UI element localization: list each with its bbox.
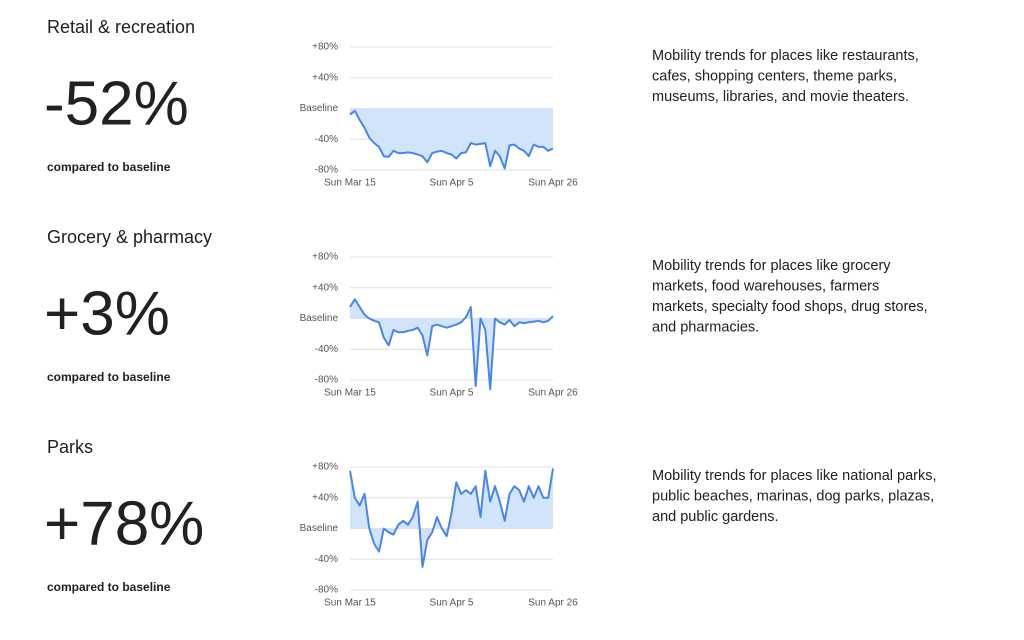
description: and pharmacies. [652, 319, 759, 335]
caption: compared to baseline [47, 580, 171, 594]
section-title: Parks [47, 437, 93, 457]
description: cafes, shopping centers, theme parks, [652, 68, 897, 84]
x-tick-label: Sun Mar 15 [324, 598, 376, 609]
x-tick-label: Sun Mar 15 [324, 388, 376, 399]
x-tick-label: Sun Apr 5 [430, 388, 474, 399]
y-tick-label: -80% [315, 165, 338, 176]
y-tick-label: +80% [312, 252, 338, 263]
section-title: Grocery & pharmacy [47, 227, 212, 247]
y-tick-label: +40% [312, 492, 338, 503]
area [350, 299, 553, 390]
y-tick-label: -40% [315, 134, 338, 145]
y-tick-label: +40% [312, 72, 338, 83]
description: museums, libraries, and movie theaters. [652, 89, 909, 105]
y-tick-label: +80% [312, 462, 338, 473]
y-tick-label: -40% [315, 554, 338, 565]
caption: compared to baseline [47, 160, 171, 174]
line [349, 298, 554, 391]
y-tick-label: -40% [315, 344, 338, 355]
y-tick-label: Baseline [300, 523, 339, 534]
description: markets, specialty food shops, drug stor… [652, 299, 928, 315]
description: Mobility trends for places like grocery [652, 258, 891, 274]
headline: +3% [44, 279, 170, 348]
description: and public gardens. [652, 509, 779, 525]
description: markets, food warehouses, farmers [652, 278, 879, 294]
description: Mobility trends for places like restaura… [652, 48, 919, 64]
section-title: Retail & recreation [47, 17, 195, 37]
line [349, 468, 554, 568]
description: Mobility trends for places like national… [652, 468, 937, 484]
headline: +78% [44, 489, 204, 558]
caption: compared to baseline [47, 370, 171, 384]
line [349, 109, 554, 170]
y-tick-label: Baseline [300, 313, 339, 324]
y-tick-label: +80% [312, 42, 338, 53]
x-tick-label: Sun Apr 26 [528, 388, 578, 399]
y-tick-label: +40% [312, 282, 338, 293]
x-tick-label: Sun Apr 5 [430, 598, 474, 609]
y-tick-label: Baseline [300, 103, 339, 114]
area [350, 108, 553, 169]
x-tick-label: Sun Apr 26 [528, 178, 578, 189]
x-tick-label: Sun Apr 26 [528, 598, 578, 609]
y-tick-label: -80% [315, 585, 338, 596]
description: public beaches, marinas, dog parks, plaz… [652, 488, 934, 504]
x-tick-label: Sun Apr 5 [430, 178, 474, 189]
y-tick-label: -80% [315, 375, 338, 386]
headline: -52% [44, 69, 189, 138]
x-tick-label: Sun Mar 15 [324, 178, 376, 189]
